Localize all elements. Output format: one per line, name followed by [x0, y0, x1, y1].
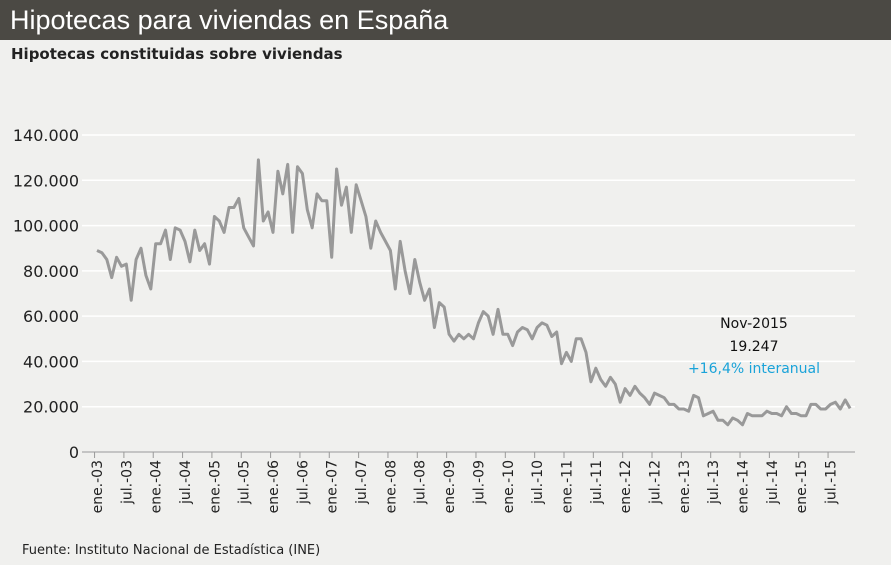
annotation-change: +16,4% interanual — [687, 361, 821, 377]
x-tick-label: ene.-08 — [383, 460, 399, 513]
x-tick-label: jul.-03 — [119, 460, 135, 505]
x-tick-label: ene.-13 — [677, 460, 693, 513]
x-tick-label: jul.-14 — [765, 460, 781, 505]
y-tick-label: 0 — [69, 443, 79, 462]
x-tick-label: ene.-14 — [735, 460, 751, 514]
y-tick-label: 40.000 — [23, 352, 79, 371]
x-tick-label: ene.-09 — [442, 460, 458, 513]
y-tick-label: 120.000 — [13, 171, 79, 190]
chart-subtitle: Hipotecas constituidas sobre viviendas — [11, 45, 343, 63]
x-tick-label: jul.-05 — [237, 460, 253, 505]
x-tick-label: jul.-06 — [295, 460, 311, 505]
x-tick-label: jul.-09 — [471, 460, 487, 505]
y-tick-label: 20.000 — [23, 398, 79, 417]
x-tick-label: jul.-08 — [413, 460, 429, 505]
annotation-value: 19.247 — [729, 339, 779, 355]
x-tick-label: ene.-06 — [266, 460, 282, 514]
x-tick-label: jul.-12 — [647, 460, 663, 505]
series-line — [96, 158, 852, 427]
x-tick-label: ene.-05 — [207, 460, 223, 513]
x-tick-label: jul.-10 — [530, 460, 546, 505]
x-tick-label: ene.-12 — [618, 460, 634, 513]
chart-title-bar: Hipotecas para viviendas en España — [0, 0, 891, 40]
y-tick-label: 140.000 — [13, 126, 79, 145]
x-tick-label: ene.-07 — [325, 460, 341, 513]
x-tick-label: ene.-04 — [149, 460, 165, 514]
y-tick-label: 100.000 — [13, 217, 79, 236]
source-note: Fuente: Instituto Nacional de Estadístic… — [22, 543, 321, 558]
y-tick-label: 60.000 — [23, 307, 79, 326]
x-tick-label: ene.-11 — [559, 460, 575, 513]
x-tick-label: jul.-04 — [178, 460, 194, 505]
x-tick-label: ene.-03 — [90, 460, 106, 513]
x-tick-label: jul.-15 — [824, 460, 840, 505]
x-tick-label: jul.-13 — [706, 460, 722, 505]
annotation-period: Nov-2015 — [720, 316, 788, 332]
x-tick-label: jul.-11 — [589, 460, 605, 505]
y-tick-label: 80.000 — [23, 262, 79, 281]
x-tick-label: jul.-07 — [354, 460, 370, 505]
x-tick-label: ene.-10 — [501, 460, 517, 513]
x-tick-label: ene.-15 — [794, 460, 810, 513]
